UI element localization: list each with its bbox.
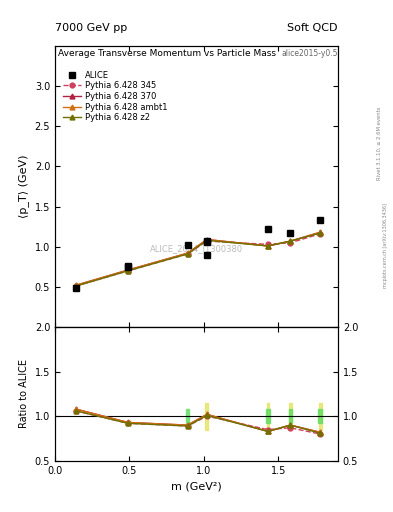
Bar bbox=[206, 403, 208, 430]
Text: alice2015-y0.5: alice2015-y0.5 bbox=[281, 49, 338, 58]
Bar bbox=[186, 409, 189, 423]
Bar bbox=[318, 409, 322, 423]
Legend: ALICE, Pythia 6.428 345, Pythia 6.428 370, Pythia 6.428 ambt1, Pythia 6.428 z2: ALICE, Pythia 6.428 345, Pythia 6.428 37… bbox=[62, 70, 168, 123]
Text: 7000 GeV pp: 7000 GeV pp bbox=[55, 23, 127, 33]
X-axis label: m (GeV²): m (GeV²) bbox=[171, 481, 222, 491]
Text: Soft QCD: Soft QCD bbox=[288, 23, 338, 33]
Text: Rivet 3.1.10, ≥ 2.6M events: Rivet 3.1.10, ≥ 2.6M events bbox=[377, 106, 382, 180]
Text: ALICE_2014_I1300380: ALICE_2014_I1300380 bbox=[150, 244, 243, 253]
Text: mcplots.cern.ch [arXiv:1306.3436]: mcplots.cern.ch [arXiv:1306.3436] bbox=[383, 203, 387, 288]
Y-axis label: ⟨p_T⟩ (GeV): ⟨p_T⟩ (GeV) bbox=[18, 155, 29, 218]
Y-axis label: Ratio to ALICE: Ratio to ALICE bbox=[19, 359, 29, 429]
Bar bbox=[266, 409, 270, 423]
Bar bbox=[266, 403, 270, 430]
Bar bbox=[289, 403, 292, 430]
Bar bbox=[319, 403, 321, 430]
Bar bbox=[288, 409, 292, 423]
Text: Average Transverse Momentum vs Particle Mass: Average Transverse Momentum vs Particle … bbox=[58, 49, 276, 58]
